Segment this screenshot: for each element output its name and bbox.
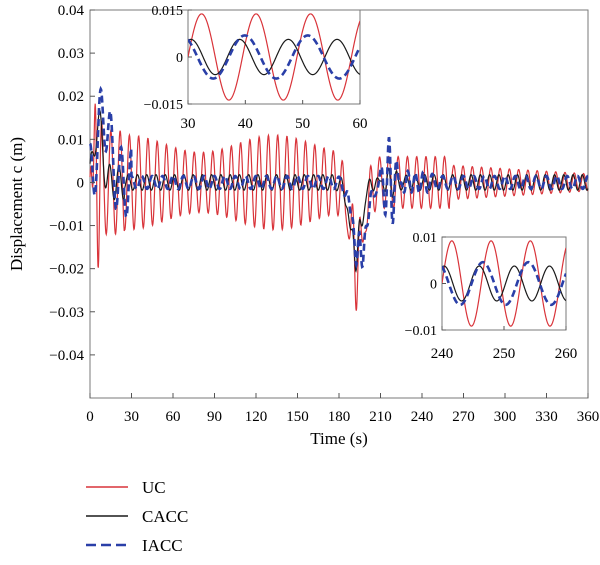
y-tick-label: 0.03: [58, 46, 84, 62]
x-tick-label: 330: [535, 409, 558, 425]
inset-x-tick-label: 260: [555, 346, 578, 362]
y-tick-label: 0.01: [58, 132, 84, 148]
x-axis-title: Time (s): [310, 429, 367, 448]
inset-series-line-iacc: [442, 260, 566, 307]
x-tick-label: 360: [577, 409, 600, 425]
y-tick-label: −0.01: [49, 219, 84, 235]
y-tick-label: −0.03: [49, 305, 84, 321]
inset-y-tick-label: −0.01: [405, 324, 437, 339]
inset-x-tick-label: 50: [295, 116, 310, 132]
inset-x-tick-label: 40: [238, 116, 253, 132]
inset-top: 30 40 50 60 0.015 0 −0.015: [144, 4, 368, 132]
series-layer: [89, 85, 589, 311]
y-tick-label: −0.04: [49, 348, 84, 364]
inset-bottom: 240 250 260 0.01 0 −0.01: [405, 231, 578, 362]
x-tick-label: 120: [245, 409, 268, 425]
inset-y-tick-label: 0: [176, 51, 183, 66]
y-tick-label: 0.04: [58, 3, 85, 19]
inset-x-tick-label: 250: [493, 346, 516, 362]
inset-frame: [441, 236, 567, 331]
inset-series: [188, 13, 360, 101]
inset-series-line-uc: [442, 240, 566, 327]
y-tick-label: −0.02: [49, 262, 84, 278]
inset-series-line-cacc: [442, 265, 566, 302]
x-tick-label: 270: [452, 409, 475, 425]
x-tick-label: 90: [207, 409, 222, 425]
inset-y-tick-label: 0.01: [413, 231, 438, 246]
legend: UC CACC IACC: [86, 478, 188, 555]
inset-x-tick-label: 30: [181, 116, 196, 132]
x-tick-label: 150: [286, 409, 309, 425]
inset-frame: [187, 9, 361, 105]
y-tick-label: 0: [77, 175, 85, 191]
x-tick-label: 180: [328, 409, 351, 425]
inset-y-tick-label: −0.015: [144, 98, 183, 113]
series-line-cacc: [89, 109, 589, 273]
inset-y-tick-label: 0.015: [152, 4, 184, 19]
legend-label-cacc: CACC: [142, 507, 188, 526]
x-tick-label: 30: [124, 409, 139, 425]
inset-series-line-iacc: [188, 34, 360, 80]
inset-x-tick-label: 60: [353, 116, 368, 132]
legend-label-iacc: IACC: [142, 536, 183, 555]
x-tick-label: 240: [411, 409, 434, 425]
x-tick-label: 210: [369, 409, 392, 425]
inset-x-tick-label: 240: [431, 346, 454, 362]
inset-y-tick-label: 0: [430, 278, 437, 293]
y-tick-label: 0.02: [58, 89, 84, 105]
series-line-iacc: [89, 85, 589, 270]
x-tick-label: 60: [166, 409, 181, 425]
axis-ticks: 0 30 60 90 120 150 180 210 240 270 300 330 3600.040.…: [49, 3, 599, 425]
inset-series: [442, 240, 566, 327]
y-axis-title: Displacement c (m): [7, 137, 26, 271]
x-tick-label: 300: [494, 409, 517, 425]
inset-series-line-cacc: [188, 38, 360, 76]
legend-label-uc: UC: [142, 478, 166, 497]
series-line-uc: [89, 103, 589, 311]
x-tick-label: 0: [86, 409, 94, 425]
